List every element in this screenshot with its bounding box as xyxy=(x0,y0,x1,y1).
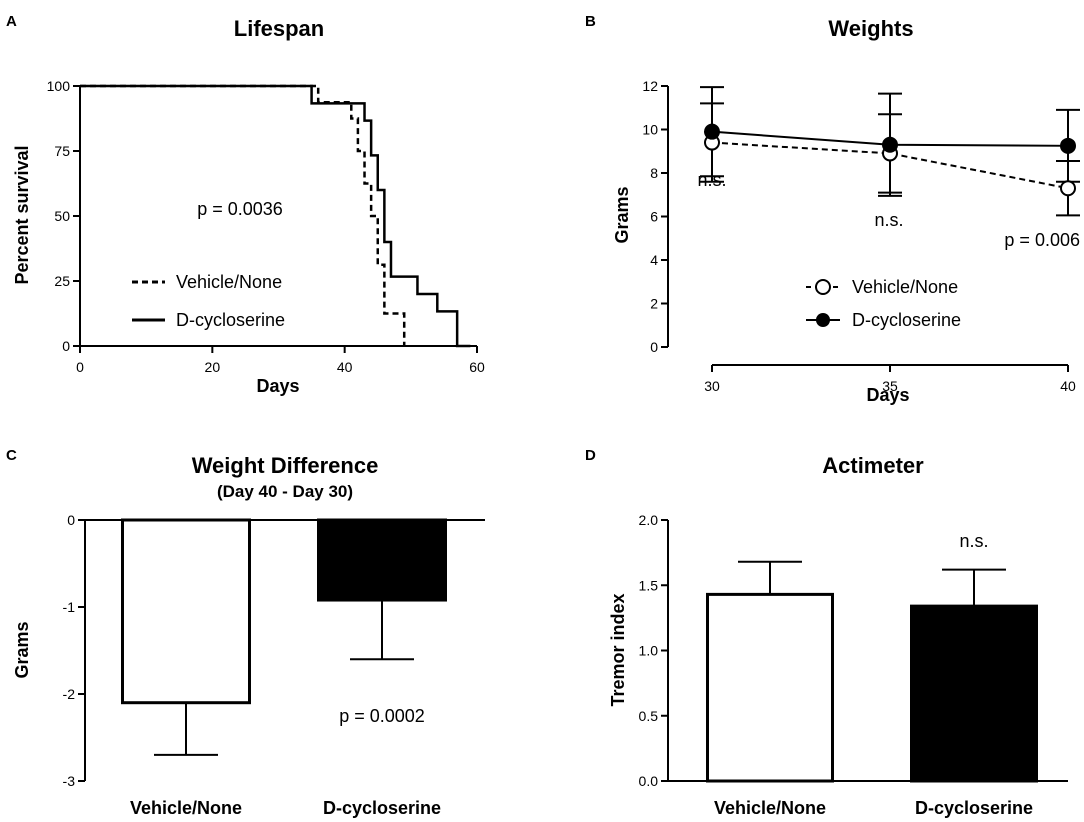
panel-a-ytick-label: 100 xyxy=(47,78,71,94)
panel-c-ytick-label: -1 xyxy=(63,599,76,615)
panel-c-category-label-dcycloserine: D-cycloserine xyxy=(323,798,441,818)
panel-b-ytick-label: 10 xyxy=(642,122,658,138)
panel-a-p-value: p = 0.0036 xyxy=(197,199,283,219)
point-dcycloserine xyxy=(882,136,898,153)
panel-letter-d: D xyxy=(585,447,596,464)
panel-d-actimeter: D Actimeter Tremor index n.s. 0.0 0.5 1.0 1… xyxy=(585,447,1068,818)
panel-c-ytick-label: -3 xyxy=(63,773,76,789)
panel-d-ytick-label: 0.0 xyxy=(639,773,659,789)
panel-a-ytick-label: 50 xyxy=(54,208,70,224)
panel-c-ylabel: Grams xyxy=(12,621,32,678)
panel-b-xlabel: Days xyxy=(866,385,909,405)
legend-b-vehicle-marker xyxy=(815,279,831,295)
panel-d-category-label-dcycloserine: D-cycloserine xyxy=(915,798,1033,818)
panel-c-bar-vehicle xyxy=(121,518,251,705)
panel-d-ytick-label: 1.0 xyxy=(639,643,659,659)
panel-b-ytick-label: 4 xyxy=(650,252,658,268)
panel-b-xtick-label: 40 xyxy=(1060,378,1076,394)
panel-a-ytick-label: 0 xyxy=(62,338,70,354)
panel-c-ytick-label: -2 xyxy=(63,686,76,702)
panel-b-ns-day35: n.s. xyxy=(874,210,903,230)
panel-b-xtick-label: 35 xyxy=(882,378,898,394)
panel-d-bar-dcycloserine xyxy=(910,604,1038,783)
panel-letter-a: A xyxy=(6,13,17,30)
panel-b-ylabel: Grams xyxy=(612,186,632,243)
legend-a-dcs-label: D-cycloserine xyxy=(176,310,285,330)
panel-c-subtitle: (Day 40 - Day 30) xyxy=(217,482,353,501)
panel-c-category-label-vehicle: Vehicle/None xyxy=(130,798,242,818)
panel-b-weights: B Weights Days Grams n.s. n.s. p = 0.006… xyxy=(585,13,1080,405)
panel-c-ytick-label: 0 xyxy=(67,512,75,528)
panel-d-ytick-label: 2.0 xyxy=(639,512,659,528)
point-dcycloserine xyxy=(1060,137,1076,154)
panel-b-ytick-label: 0 xyxy=(650,339,658,355)
panel-a-xlabel: Days xyxy=(256,376,299,396)
panel-letter-c: C xyxy=(6,447,17,464)
legend-b-dcs-marker xyxy=(816,313,830,327)
panel-a-ytick-label: 75 xyxy=(54,143,70,159)
panel-c-p-value: p = 0.0002 xyxy=(339,706,425,726)
panel-d-ns: n.s. xyxy=(959,531,988,551)
panel-a-xtick-label: 0 xyxy=(76,359,84,375)
panel-c-bar-dcycloserine xyxy=(317,518,447,602)
panel-a-ytick-label: 25 xyxy=(54,273,70,289)
panel-d-ytick-label: 1.5 xyxy=(639,577,659,593)
panel-b-ytick-label: 8 xyxy=(650,165,658,181)
panel-b-ytick-label: 2 xyxy=(650,296,658,312)
panel-a-lifespan: A Lifespan Days Percent survival p = 0.0… xyxy=(6,13,485,396)
panel-c-weight-difference: C Weight Difference (Day 40 - Day 30) Gr… xyxy=(6,447,485,818)
panel-a-ylabel: Percent survival xyxy=(12,145,32,284)
panel-a-xtick-label: 20 xyxy=(205,359,221,375)
panel-b-title: Weights xyxy=(828,16,913,41)
panel-b-xtick-label: 30 xyxy=(704,378,720,394)
survival-curve-vehicle xyxy=(80,84,406,346)
panel-a-title: Lifespan xyxy=(234,16,324,41)
panel-b-p-value: p = 0.006 xyxy=(1004,230,1080,250)
legend-b-dcs-label: D-cycloserine xyxy=(852,310,961,330)
panel-d-category-label-vehicle: Vehicle/None xyxy=(714,798,826,818)
survival-curve-dcycloserine xyxy=(80,84,471,348)
panel-d-ytick-label: 0.5 xyxy=(639,708,659,724)
point-dcycloserine xyxy=(704,123,720,140)
panel-b-ytick-label: 12 xyxy=(642,78,658,94)
panel-d-title: Actimeter xyxy=(822,453,924,478)
panel-a-xtick-label: 60 xyxy=(469,359,485,375)
panel-d-bar-vehicle xyxy=(706,592,834,783)
panel-d-ylabel: Tremor index xyxy=(608,593,628,706)
point-vehicle xyxy=(1060,180,1076,197)
legend-a-vehicle-label: Vehicle/None xyxy=(176,272,282,292)
panel-b-ytick-label: 6 xyxy=(650,209,658,225)
panel-c-title: Weight Difference xyxy=(192,453,379,478)
panel-letter-b: B xyxy=(585,13,596,30)
panel-a-xtick-label: 40 xyxy=(337,359,353,375)
legend-b-vehicle-label: Vehicle/None xyxy=(852,277,958,297)
